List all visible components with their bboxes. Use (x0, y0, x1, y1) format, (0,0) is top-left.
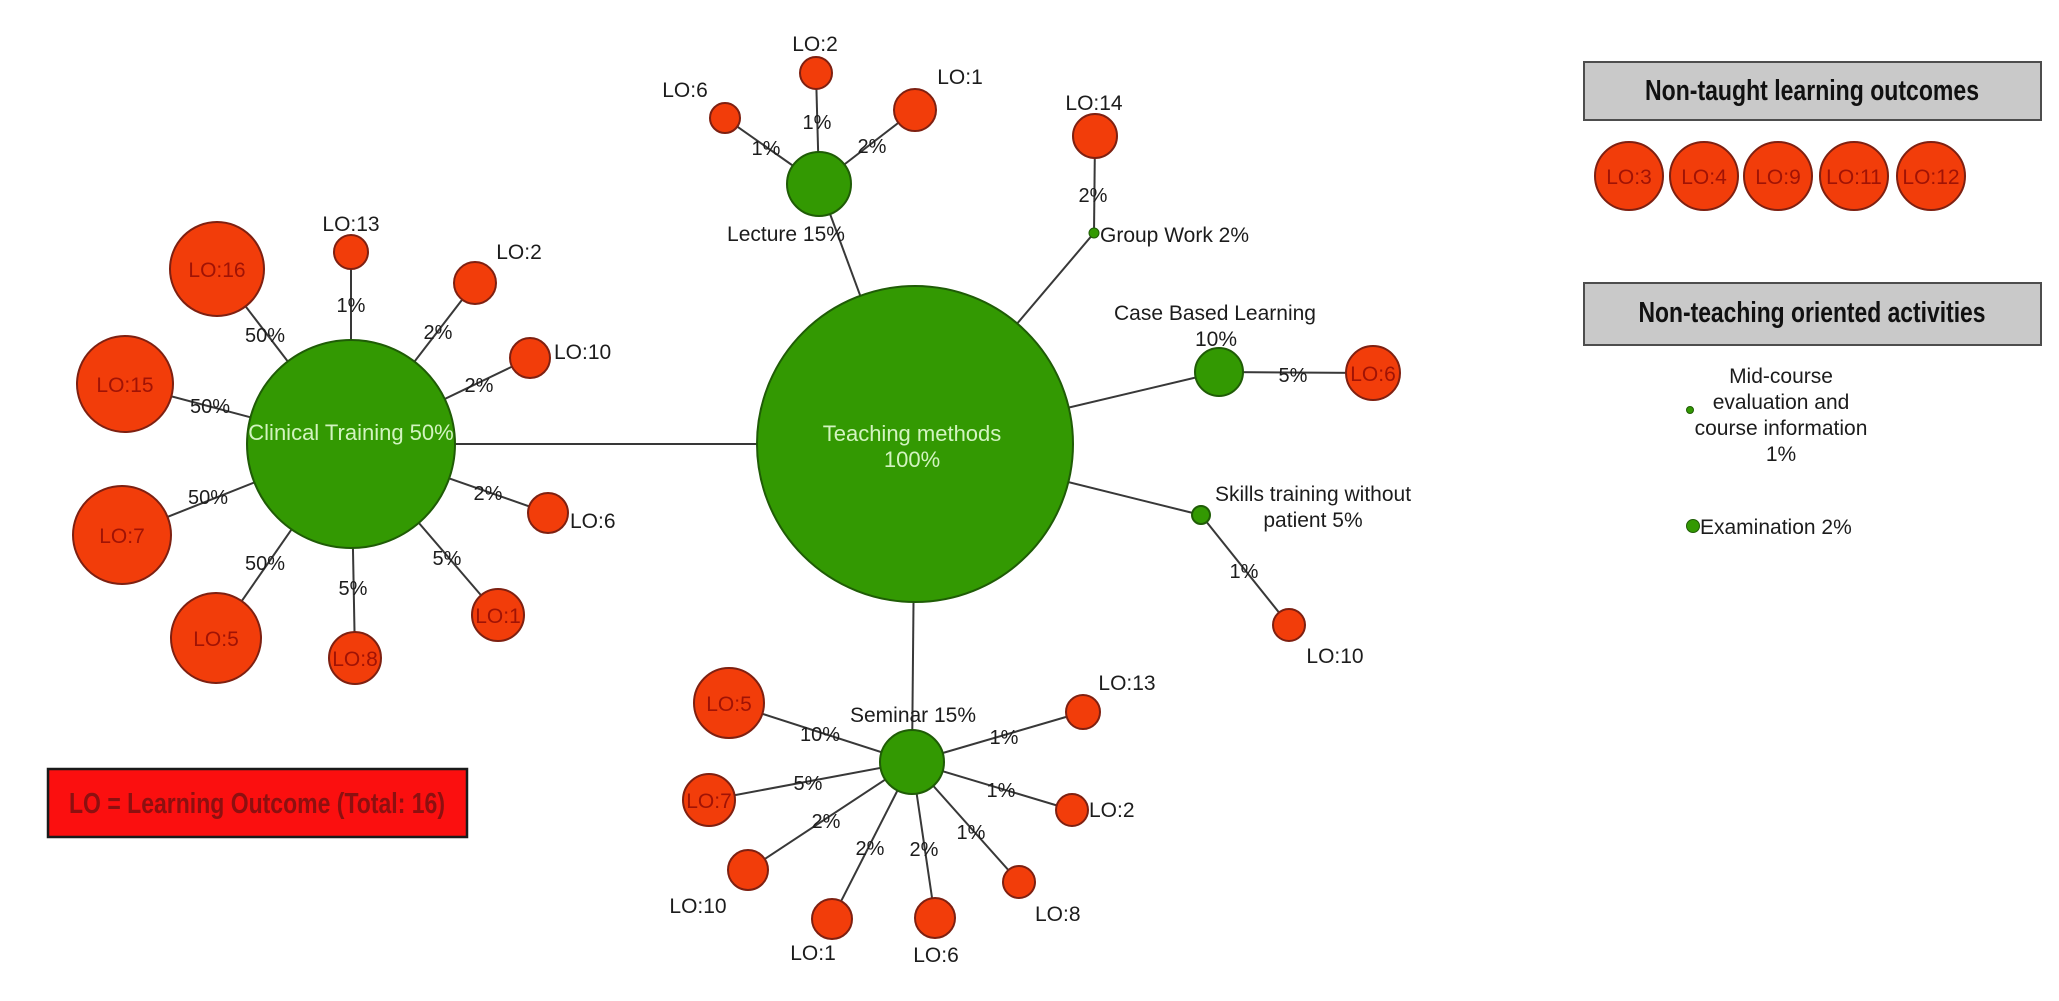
svg-text:LO:6: LO:6 (570, 510, 616, 533)
svg-text:2%: 2% (812, 811, 841, 833)
svg-text:10%: 10% (1195, 328, 1237, 351)
svg-text:5%: 5% (1279, 365, 1308, 387)
svg-text:LO:13: LO:13 (1098, 672, 1155, 695)
svg-text:1%: 1% (957, 822, 986, 844)
svg-text:5%: 5% (794, 773, 823, 795)
svg-text:2%: 2% (910, 839, 939, 861)
svg-text:1%: 1% (803, 112, 832, 134)
svg-text:LO:10: LO:10 (554, 341, 611, 364)
svg-text:2%: 2% (465, 375, 494, 397)
svg-text:LO:9: LO:9 (1755, 166, 1801, 189)
svg-text:Skills training without: Skills training without (1215, 483, 1411, 506)
svg-text:LO = Learning Outcome (Total:: LO = Learning Outcome (Total: 16) (69, 788, 445, 820)
svg-text:LO:3: LO:3 (1606, 166, 1652, 189)
svg-text:50%: 50% (188, 487, 228, 509)
svg-text:Case Based Learning: Case Based Learning (1114, 302, 1316, 325)
svg-text:LO:6: LO:6 (1350, 363, 1396, 386)
svg-text:Examination 2%: Examination 2% (1700, 516, 1852, 539)
svg-text:LO:6: LO:6 (662, 79, 708, 102)
svg-text:LO:15: LO:15 (96, 374, 153, 397)
svg-text:LO:2: LO:2 (1089, 799, 1135, 822)
svg-text:1%: 1% (987, 780, 1016, 802)
svg-text:50%: 50% (245, 325, 285, 347)
svg-text:50%: 50% (245, 553, 285, 575)
svg-text:1%: 1% (337, 295, 366, 317)
svg-text:100%: 100% (884, 447, 940, 472)
svg-text:LO:1: LO:1 (937, 66, 983, 89)
svg-text:LO:5: LO:5 (706, 693, 752, 716)
svg-text:1%: 1% (1230, 561, 1259, 583)
svg-text:LO:1: LO:1 (475, 605, 521, 628)
svg-text:LO:16: LO:16 (188, 259, 245, 282)
svg-text:2%: 2% (1079, 185, 1108, 207)
svg-text:Non-teaching oriented activiti: Non-teaching oriented activities (1639, 297, 1986, 329)
svg-text:LO:1: LO:1 (790, 942, 836, 965)
svg-text:LO:10: LO:10 (669, 895, 726, 918)
svg-text:1%: 1% (990, 727, 1019, 749)
svg-text:LO:10: LO:10 (1306, 645, 1363, 668)
svg-text:Mid-course: Mid-course (1729, 365, 1833, 388)
svg-text:Teaching methods: Teaching methods (823, 421, 1002, 446)
svg-text:LO:13: LO:13 (322, 213, 379, 236)
svg-text:Seminar 15%: Seminar 15% (850, 704, 976, 727)
svg-text:LO:7: LO:7 (99, 525, 145, 548)
svg-text:LO:8: LO:8 (332, 648, 378, 671)
svg-text:10%: 10% (800, 724, 840, 746)
svg-text:LO:4: LO:4 (1681, 166, 1727, 189)
svg-text:LO:8: LO:8 (1035, 903, 1081, 926)
svg-text:2%: 2% (474, 483, 503, 505)
svg-text:LO:2: LO:2 (496, 241, 542, 264)
svg-text:5%: 5% (339, 578, 368, 600)
svg-text:2%: 2% (858, 136, 887, 158)
svg-text:50%: 50% (190, 396, 230, 418)
svg-text:LO:2: LO:2 (792, 33, 838, 56)
svg-text:5%: 5% (433, 548, 462, 570)
svg-text:LO:14: LO:14 (1065, 92, 1123, 115)
svg-text:LO:6: LO:6 (913, 944, 959, 967)
svg-text:LO:5: LO:5 (193, 628, 239, 651)
svg-text:LO:12: LO:12 (1902, 166, 1959, 189)
svg-text:Group Work 2%: Group Work 2% (1100, 224, 1249, 247)
svg-text:1%: 1% (1766, 443, 1796, 466)
svg-text:course information: course information (1695, 417, 1868, 440)
svg-text:LO:11: LO:11 (1826, 166, 1882, 189)
svg-text:1%: 1% (752, 138, 781, 160)
svg-text:evaluation and: evaluation and (1713, 391, 1850, 414)
svg-text:Non-taught learning outcomes: Non-taught learning outcomes (1645, 75, 1979, 107)
svg-text:2%: 2% (856, 838, 885, 860)
svg-text:patient 5%: patient 5% (1263, 509, 1362, 532)
svg-text:2%: 2% (424, 322, 453, 344)
svg-text:Clinical Training 50%: Clinical Training 50% (248, 420, 453, 445)
svg-text:Lecture 15%: Lecture 15% (727, 223, 845, 246)
svg-text:LO:7: LO:7 (686, 790, 732, 813)
